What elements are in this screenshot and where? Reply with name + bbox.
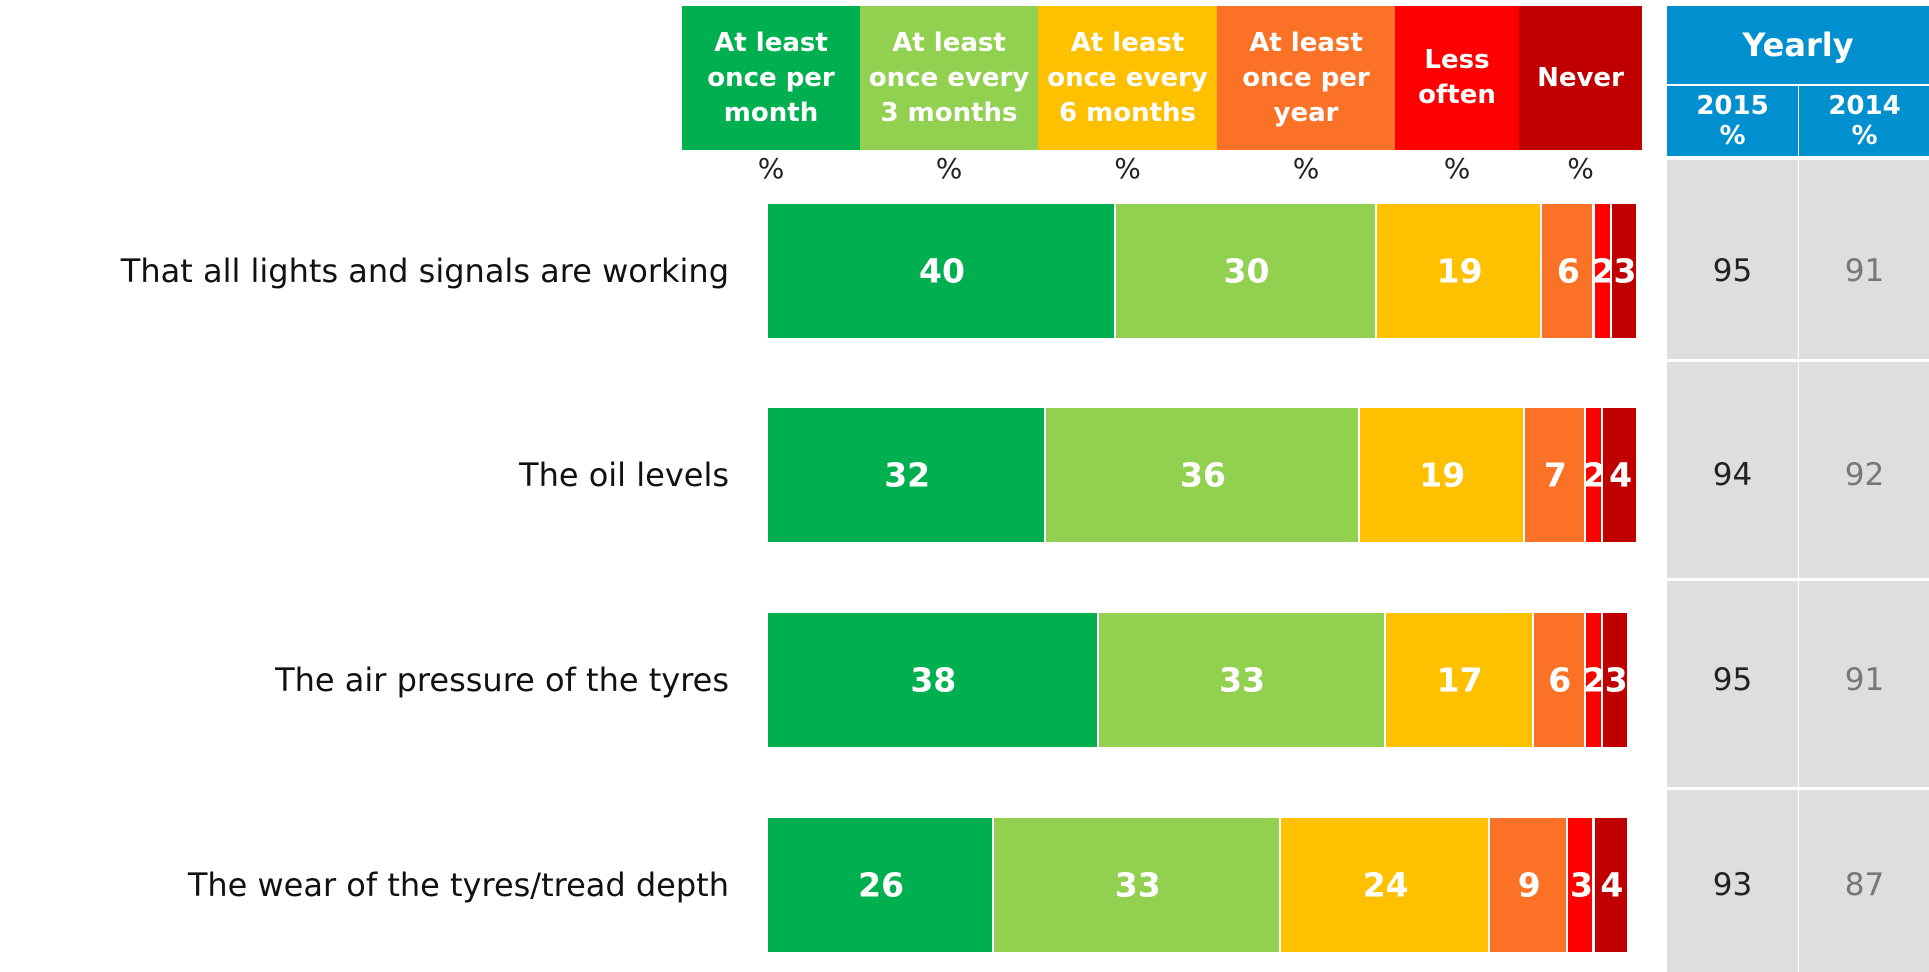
bar-segment <box>1490 818 1569 952</box>
row-divider <box>1667 787 1929 790</box>
table-column <box>1799 160 1929 972</box>
bar-segment <box>1603 408 1638 542</box>
bar-label: 9 <box>1517 865 1541 905</box>
legend-cell: Never <box>1519 6 1642 150</box>
table-cell: 93 <box>1712 867 1753 903</box>
column-header: 2015% <box>1667 86 1798 156</box>
column-year: 2014 <box>1828 91 1901 121</box>
bar-label: 4 <box>1600 865 1624 905</box>
table-cell: 92 <box>1844 457 1885 493</box>
category-label: The air pressure of the tyres <box>275 661 729 699</box>
bar-segment <box>1585 408 1604 542</box>
bar-label: 40 <box>919 251 965 291</box>
bar-label: 6 <box>1556 251 1580 291</box>
bar-label: 3 <box>1604 660 1628 700</box>
row-divider <box>1667 359 1929 362</box>
unit-label: % <box>1567 152 1594 185</box>
bar-label: 3 <box>1613 251 1637 291</box>
bar-segment <box>768 818 995 952</box>
bar-segment <box>1603 613 1630 747</box>
bar-label: 3 <box>1569 865 1593 905</box>
bar-segment <box>1116 204 1377 338</box>
bar-segment <box>768 408 1047 542</box>
bar-label: 33 <box>1219 660 1266 700</box>
bar-segment <box>768 204 1116 338</box>
legend-cell: At least once per year <box>1217 6 1395 150</box>
bar-segment <box>1281 818 1491 952</box>
row-divider <box>1667 578 1929 581</box>
bar-label: 4 <box>1609 455 1633 495</box>
bar-segment <box>1594 204 1612 338</box>
bar-label: 2 <box>1583 660 1606 700</box>
unit-label: % <box>1443 152 1471 185</box>
bar-label: 30 <box>1223 251 1270 291</box>
bar-label: 38 <box>910 660 957 700</box>
legend-cell: At least once every 6 months <box>1038 6 1217 150</box>
bar-segment <box>1568 818 1595 952</box>
bar-label: 7 <box>1543 455 1567 495</box>
bar-label: 24 <box>1362 865 1409 905</box>
bar-label: 2 <box>1583 455 1606 495</box>
table-cell: 91 <box>1844 662 1885 698</box>
table-cell: 87 <box>1844 867 1885 903</box>
bar-segment <box>1524 408 1586 542</box>
bar-label: 33 <box>1114 865 1161 905</box>
column-year: 2015 <box>1696 91 1769 121</box>
bar-segment <box>1098 613 1386 747</box>
bar-segment <box>768 613 1099 747</box>
bar-label: 2 <box>1591 251 1615 291</box>
bar-segment <box>1046 408 1360 542</box>
unit-label: % <box>1292 152 1320 185</box>
category-label: The wear of the tyres/tread depth <box>187 866 729 904</box>
legend-cell: At least once every 3 months <box>860 6 1038 150</box>
bar-label: 32 <box>884 455 931 495</box>
column-unit: % <box>1851 121 1878 151</box>
table-column <box>1667 160 1798 972</box>
bar-label: 19 <box>1436 251 1483 291</box>
legend-cell: At least once per month <box>682 6 860 150</box>
bar-label: 6 <box>1548 660 1572 700</box>
legend-cell: Less often <box>1395 6 1519 150</box>
bar-label: 19 <box>1419 455 1466 495</box>
table-cell: 94 <box>1712 457 1753 493</box>
table-title: Yearly <box>1667 6 1929 84</box>
bar-segment <box>1594 818 1630 952</box>
bar-label: 36 <box>1180 455 1226 495</box>
category-label: That all lights and signals are working <box>120 252 729 290</box>
unit-label: % <box>1114 152 1141 185</box>
bar-segment <box>1533 613 1586 747</box>
bar-segment <box>1359 408 1525 542</box>
bar-label: 26 <box>858 865 905 905</box>
bar-segment <box>1611 204 1638 338</box>
bar-segment <box>994 818 1282 952</box>
unit-label: % <box>757 152 785 185</box>
bar-segment <box>1385 613 1534 747</box>
bar-segment <box>1377 204 1543 338</box>
bar-label: 17 <box>1436 660 1483 700</box>
column-header: 2014% <box>1799 86 1929 156</box>
table-cell: 95 <box>1712 253 1753 289</box>
table-cell: 91 <box>1844 253 1885 289</box>
bar-segment <box>1542 204 1595 338</box>
bar-segment <box>1585 613 1604 747</box>
table-cell: 95 <box>1712 662 1753 698</box>
category-label: The oil levels <box>519 456 729 494</box>
column-unit: % <box>1719 121 1746 151</box>
unit-label: % <box>935 152 963 185</box>
